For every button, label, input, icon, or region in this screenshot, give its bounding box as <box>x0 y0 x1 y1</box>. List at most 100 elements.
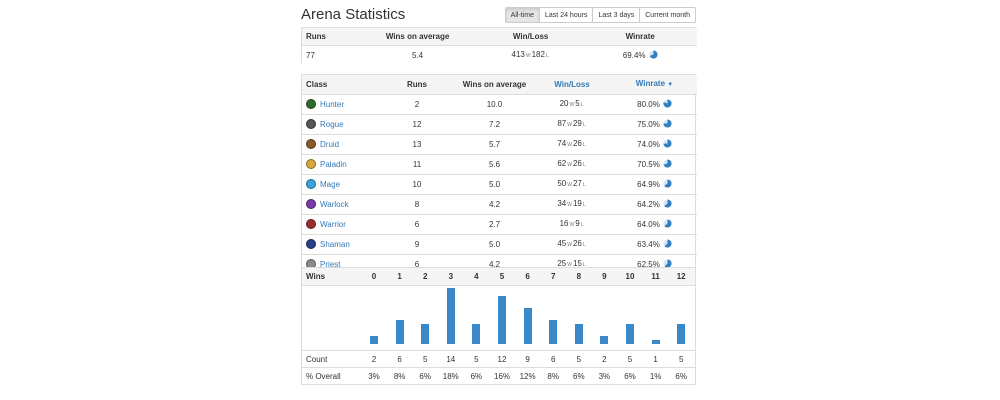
class-link[interactable]: Paladin <box>320 160 347 169</box>
class-losses: 26 <box>572 159 582 168</box>
class-winrate: 80.0% <box>637 100 660 109</box>
class-cell: Rogue <box>302 114 377 135</box>
class-win-loss: 34W19L <box>532 194 612 215</box>
wins-category-label: 5 <box>499 272 505 281</box>
winrate-pie-icon <box>663 99 672 108</box>
wins-category-label: 4 <box>474 272 479 281</box>
class-winrate-cell: 64.0% <box>612 214 697 235</box>
class-losses: 26 <box>572 239 582 248</box>
class-winrate: 62.5% <box>637 260 660 269</box>
wins-category-label: 2 <box>422 272 428 281</box>
wins-percent-value: 16% <box>493 372 510 381</box>
wins-percent-value: 1% <box>649 372 662 381</box>
class-header-win-loss[interactable]: Win/Loss <box>554 80 590 89</box>
class-table-container: Class Runs Wins on average Win/Loss Winr… <box>301 74 697 280</box>
class-wins-average: 7.2 <box>457 114 532 135</box>
losses-unit: L <box>582 162 586 168</box>
wins-count-value: 5 <box>627 355 633 364</box>
wins-percent-value: 8% <box>547 372 559 381</box>
class-header-wins-average[interactable]: Wins on average <box>462 80 527 89</box>
class-wins: 50 <box>557 179 567 188</box>
class-link[interactable]: Hunter <box>320 100 345 109</box>
class-winrate-cell: 80.0% <box>612 94 697 115</box>
class-header-runs[interactable]: Runs <box>407 80 427 89</box>
wins-category-label: 8 <box>576 272 582 281</box>
class-link[interactable]: Warrior <box>320 220 346 229</box>
wins-distribution: Wins 0 1 2 3 4 5 6 7 8 9 10 11 12 Count 2 6 5 14 5 12 9 6 5 2… <box>301 267 696 385</box>
filter-current-month-button[interactable]: Current month <box>639 7 696 23</box>
wins-count-value: 1 <box>653 355 658 364</box>
class-cell: Mage <box>302 174 377 195</box>
class-winrate-cell: 75.0% <box>612 114 697 135</box>
class-win-loss: 87W29L <box>532 114 612 135</box>
class-portrait-icon <box>306 119 316 129</box>
sort-desc-icon: ▼ <box>667 82 674 88</box>
wins-category-label: 1 <box>397 272 402 281</box>
time-filter-group: All-time Last 24 hours Last 3 days Curre… <box>504 7 696 23</box>
class-link[interactable]: Druid <box>320 140 340 149</box>
wins-bar <box>549 320 558 344</box>
class-cell: Paladin <box>302 154 377 175</box>
class-win-loss: 74W26L <box>532 134 612 155</box>
class-cell: Warlock <box>302 194 377 215</box>
class-runs: 12 <box>377 114 457 135</box>
wins-count-value: 2 <box>602 355 607 364</box>
class-losses: 9 <box>575 219 580 228</box>
percent-row-label: % Overall <box>306 372 341 381</box>
wins-percent-value: 6% <box>573 372 585 381</box>
class-losses: 26 <box>572 139 582 148</box>
class-runs: 2 <box>377 94 457 115</box>
class-winrate-cell: 64.2% <box>612 194 697 215</box>
wins-bar <box>370 336 378 344</box>
class-link[interactable]: Priest <box>320 260 341 269</box>
class-win-loss: 20W5L <box>532 94 612 115</box>
class-wins: 74 <box>557 139 567 148</box>
winrate-pie-icon <box>663 259 672 268</box>
wins-count-value: 9 <box>525 355 530 364</box>
class-runs: 6 <box>377 214 457 235</box>
filter-all-time-button[interactable]: All-time <box>504 7 541 23</box>
wins-category-label: 9 <box>602 272 607 281</box>
wins-bar <box>498 296 506 344</box>
class-row: Hunter 2 10.0 20W5L 80.0% <box>302 94 697 115</box>
summary-header-wins-average: Wins on average <box>385 32 450 41</box>
class-wins-average: 5.0 <box>457 174 532 195</box>
class-portrait-icon <box>306 99 316 109</box>
class-wins: 87 <box>557 119 567 128</box>
wins-unit: W <box>525 53 531 59</box>
wins-category-label: 0 <box>371 272 377 281</box>
class-header-class[interactable]: Class <box>306 80 328 89</box>
losses-unit: L <box>580 222 584 228</box>
filter-last-24-hours-button[interactable]: Last 24 hours <box>539 7 594 23</box>
wins-category-label: 10 <box>625 272 635 281</box>
wins-bar <box>446 288 455 344</box>
class-link[interactable]: Rogue <box>320 120 344 129</box>
wins-percent-value: 12% <box>519 372 536 381</box>
arena-statistics-page: Arena Statistics All-time Last 24 hours … <box>301 0 697 385</box>
losses-unit: L <box>582 122 586 128</box>
class-runs: 13 <box>377 134 457 155</box>
losses-unit: L <box>582 142 586 148</box>
count-row-label: Count <box>306 355 328 364</box>
filter-last-3-days-button[interactable]: Last 3 days <box>592 7 641 23</box>
wins-count-value: 6 <box>397 355 402 364</box>
class-winrate: 64.2% <box>637 200 660 209</box>
class-runs: 9 <box>377 234 457 255</box>
class-link[interactable]: Mage <box>320 180 341 189</box>
class-portrait-icon <box>306 159 316 169</box>
class-wins: 25 <box>557 259 567 268</box>
losses-unit: L <box>545 53 549 59</box>
class-wins-average: 5.0 <box>457 234 532 255</box>
class-win-loss: 62W26L <box>532 154 612 175</box>
class-wins-average: 5.7 <box>457 134 532 155</box>
wins-bar <box>395 320 404 344</box>
class-wins-average: 5.6 <box>457 154 532 175</box>
summary-winrate-cell: 69.4% <box>583 45 697 65</box>
class-header-winrate[interactable]: Winrate ▼ <box>612 75 697 95</box>
class-wins: 62 <box>557 159 567 168</box>
summary-runs: 77 <box>302 45 358 65</box>
class-runs: 11 <box>377 154 457 175</box>
class-link[interactable]: Shaman <box>320 240 350 249</box>
wins-count-value: 5 <box>678 355 684 364</box>
class-link[interactable]: Warlock <box>320 200 349 209</box>
